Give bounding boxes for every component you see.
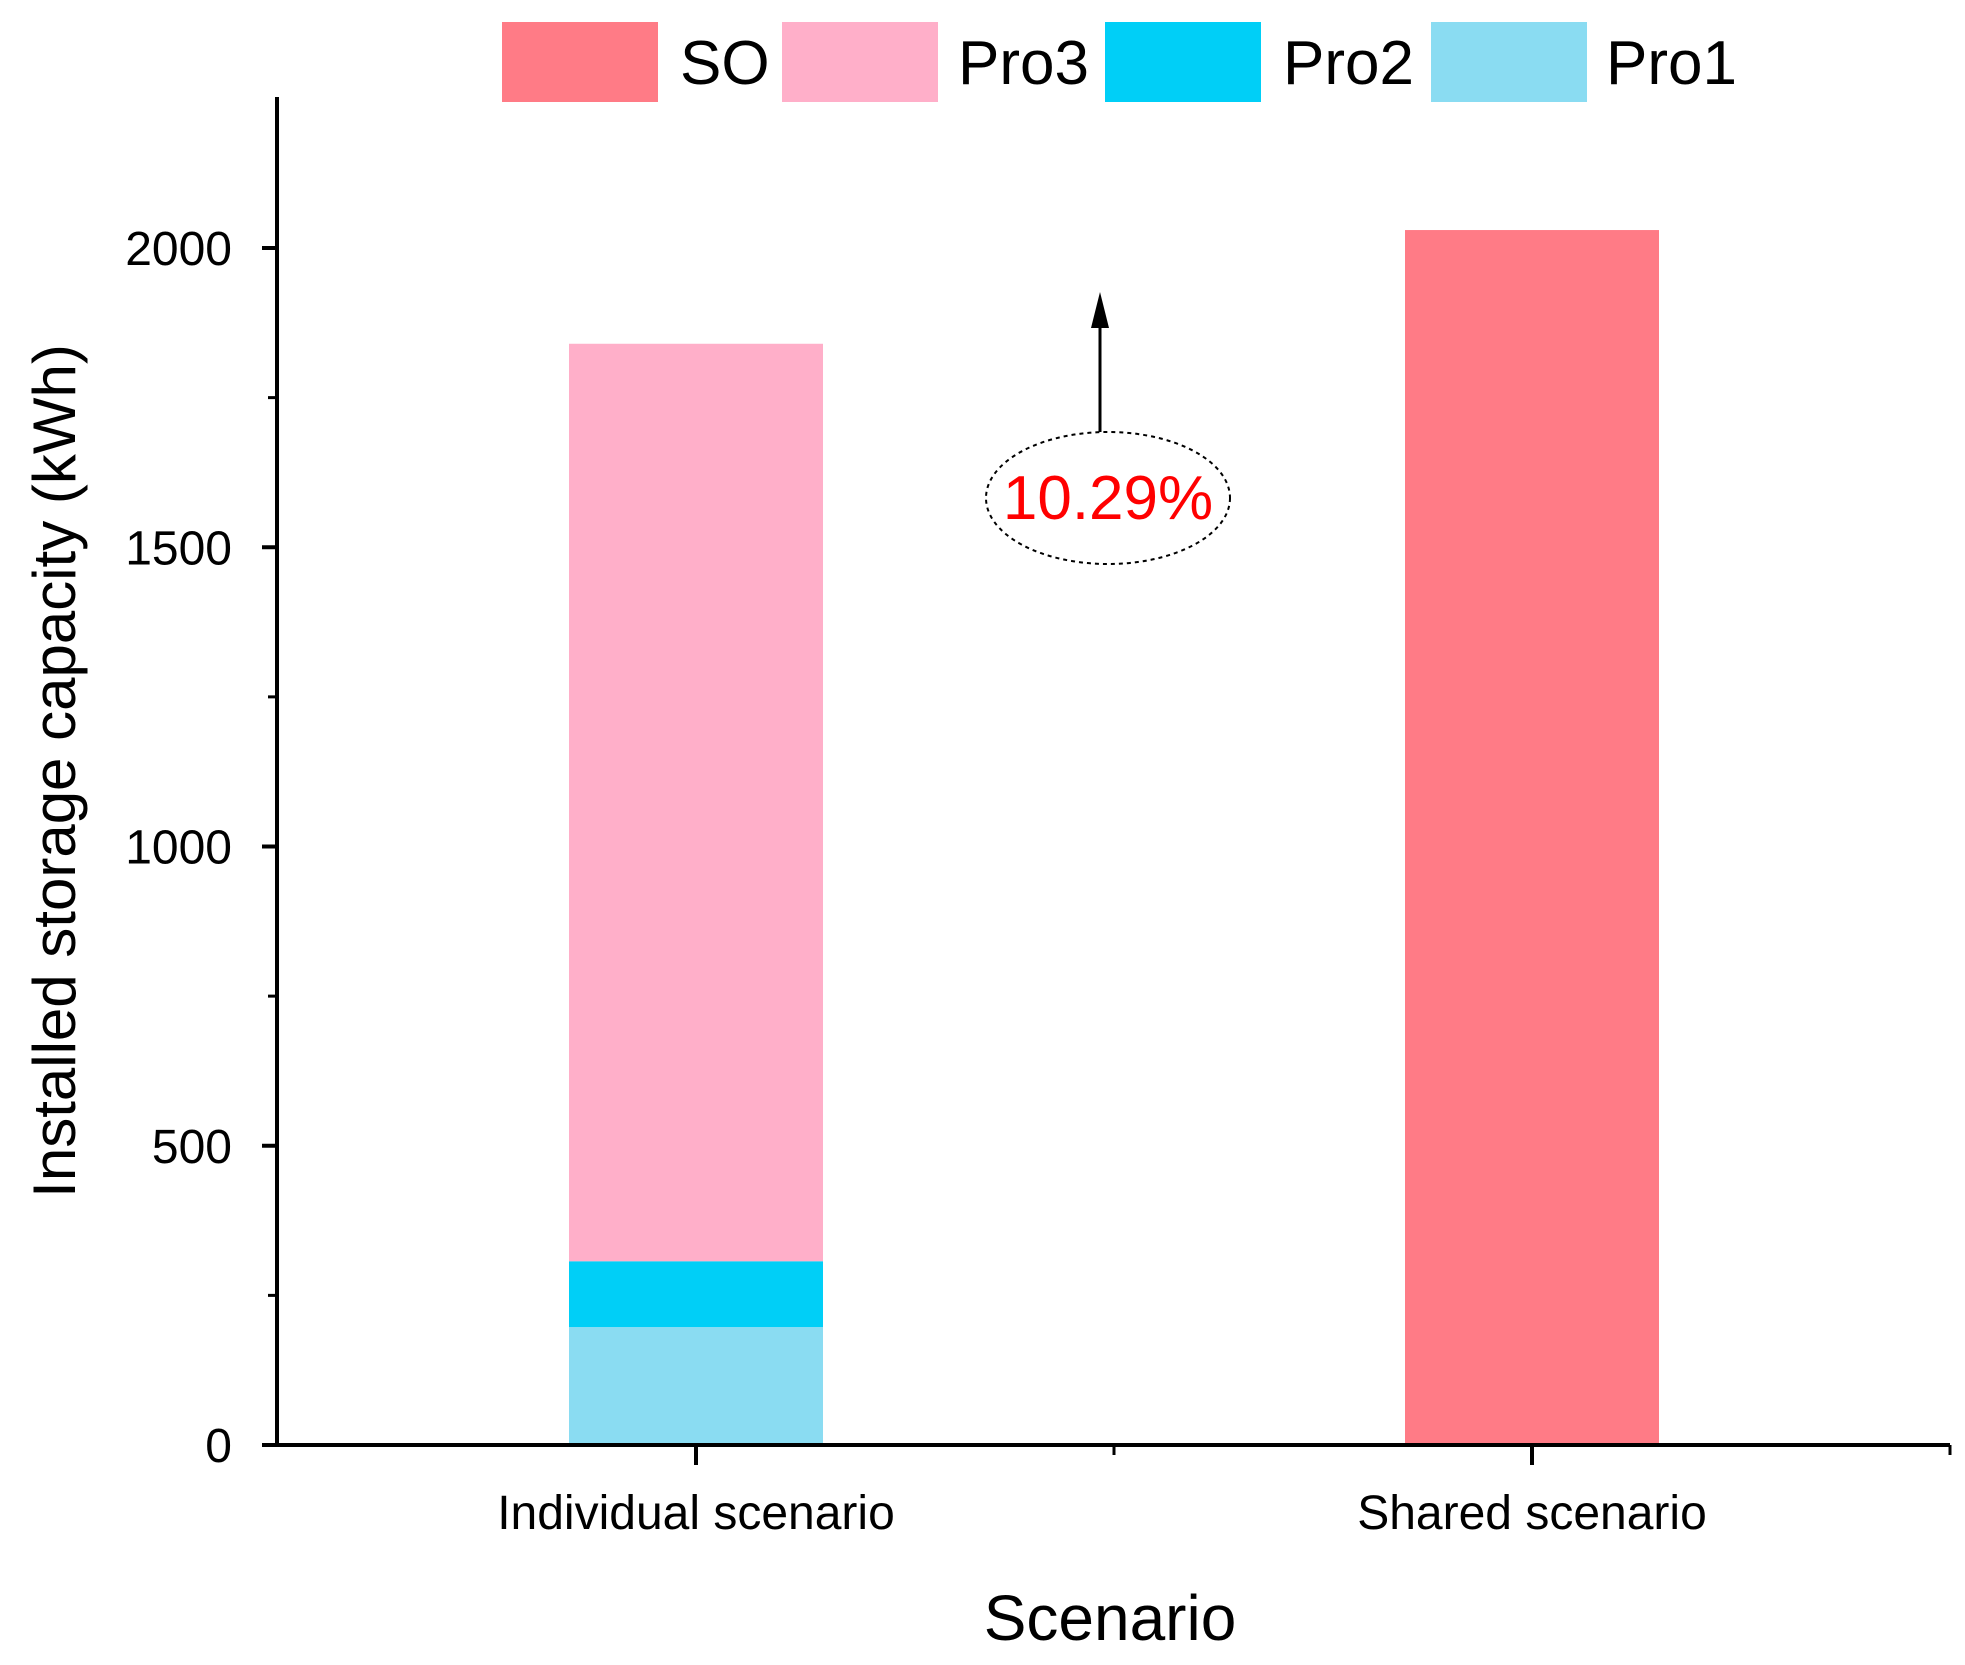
bar-pro2 (569, 1261, 823, 1328)
y-tick-label: 0 (205, 1420, 232, 1473)
annotation-text: 10.29% (1003, 464, 1213, 533)
bar-so (1405, 230, 1659, 1445)
legend-label-pro1: Pro1 (1606, 29, 1737, 98)
y-tick-label: 500 (152, 1121, 232, 1174)
axes (275, 97, 1950, 1447)
legend-swatch-pro2 (1105, 22, 1261, 102)
legend-label-pro2: Pro2 (1283, 29, 1414, 98)
bar-pro3 (569, 343, 823, 1262)
y-ticks: 0 500 1000 1500 2000 (125, 223, 277, 1473)
y-tick-label: 1000 (125, 822, 232, 875)
legend-swatch-so (502, 22, 658, 102)
annotation: 10.29% (985, 292, 1231, 565)
legend-swatch-pro1 (1431, 22, 1587, 102)
legend-label-so: SO (680, 29, 770, 98)
bar-pro1 (569, 1327, 823, 1445)
x-tick-label: Individual scenario (497, 1487, 895, 1540)
legend-swatch-pro3 (782, 22, 938, 102)
x-tick-label: Shared scenario (1357, 1487, 1707, 1540)
y-tick-label: 2000 (125, 223, 232, 276)
x-ticks: Individual scenario Shared scenario (497, 1445, 1952, 1540)
legend: SO Pro3 Pro2 Pro1 (502, 22, 1737, 102)
y-tick-label: 1500 (125, 522, 232, 575)
annotation-arrowhead (1091, 292, 1109, 328)
legend-label-pro3: Pro3 (958, 29, 1089, 98)
y-axis-title: Installed storage capacity (kWh) (21, 344, 88, 1198)
x-axis-title: Scenario (984, 1582, 1237, 1654)
annotation-ellipse (985, 431, 1231, 565)
bars (569, 230, 1659, 1445)
